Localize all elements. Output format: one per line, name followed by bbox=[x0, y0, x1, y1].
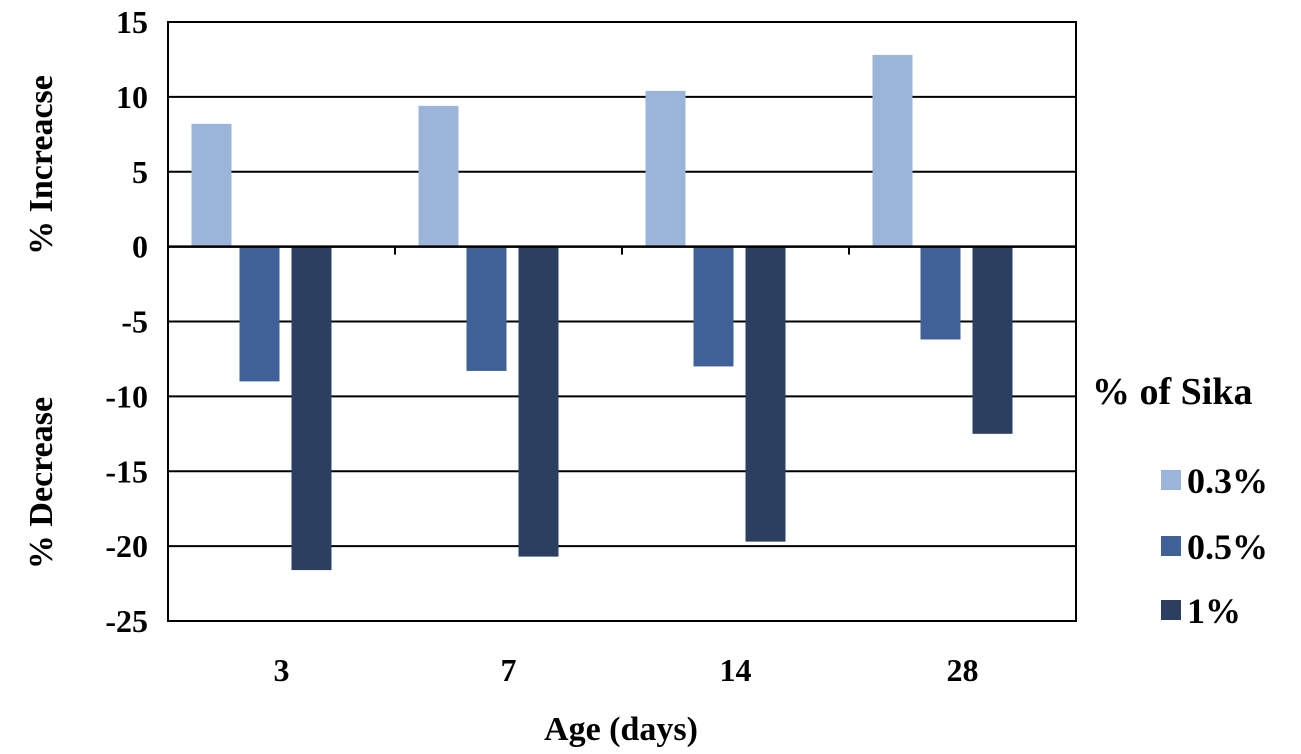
bar bbox=[291, 246, 332, 571]
plot-frame bbox=[167, 21, 1077, 622]
legend-swatch bbox=[1161, 600, 1181, 620]
legend: % of Sika 0.3% 0.5% 1% bbox=[1092, 371, 1268, 631]
y-tick-label: -10 bbox=[105, 378, 148, 414]
bar bbox=[239, 246, 280, 382]
x-tick-label: 14 bbox=[720, 652, 752, 688]
axes bbox=[167, 21, 1077, 622]
legend-swatch bbox=[1161, 536, 1181, 556]
bar bbox=[518, 246, 559, 557]
y-tick-label: -25 bbox=[105, 603, 148, 639]
bar bbox=[693, 246, 734, 367]
y-tick-label: 10 bbox=[116, 79, 148, 115]
y-tick-label: 15 bbox=[116, 4, 148, 40]
y-axis-title-decrease: % Decrease bbox=[23, 397, 60, 569]
tick-labels: 15 10 5 0 -5 -10 -15 -20 -25 3 7 14 28 bbox=[105, 4, 978, 688]
y-tick-label: -5 bbox=[121, 304, 148, 340]
bar bbox=[872, 54, 913, 247]
y-tick-label: 0 bbox=[132, 229, 148, 265]
bar bbox=[645, 90, 686, 247]
x-axis-title: Age (days) bbox=[544, 711, 698, 748]
legend-title: % of Sika bbox=[1092, 371, 1252, 413]
bar bbox=[920, 246, 961, 340]
bar bbox=[745, 246, 786, 542]
y-tick-label: -20 bbox=[105, 528, 148, 564]
legend-label: 0.3% bbox=[1187, 461, 1268, 501]
y-tick-label: 5 bbox=[132, 154, 148, 190]
legend-label: 1% bbox=[1187, 591, 1241, 631]
x-tick-label: 3 bbox=[274, 652, 290, 688]
bars bbox=[191, 54, 1013, 571]
legend-label: 0.5% bbox=[1187, 527, 1268, 567]
x-tick-label: 7 bbox=[501, 652, 517, 688]
x-tick-label: 28 bbox=[947, 652, 979, 688]
bar bbox=[191, 123, 232, 247]
bar bbox=[972, 246, 1013, 434]
bar bbox=[418, 105, 459, 247]
y-axis-title-increase: % Increacse bbox=[23, 75, 60, 255]
legend-swatch bbox=[1161, 470, 1181, 490]
y-tick-label: -15 bbox=[105, 453, 148, 489]
legend-items: 0.3% 0.5% 1% bbox=[1161, 461, 1268, 631]
bar bbox=[466, 246, 507, 371]
